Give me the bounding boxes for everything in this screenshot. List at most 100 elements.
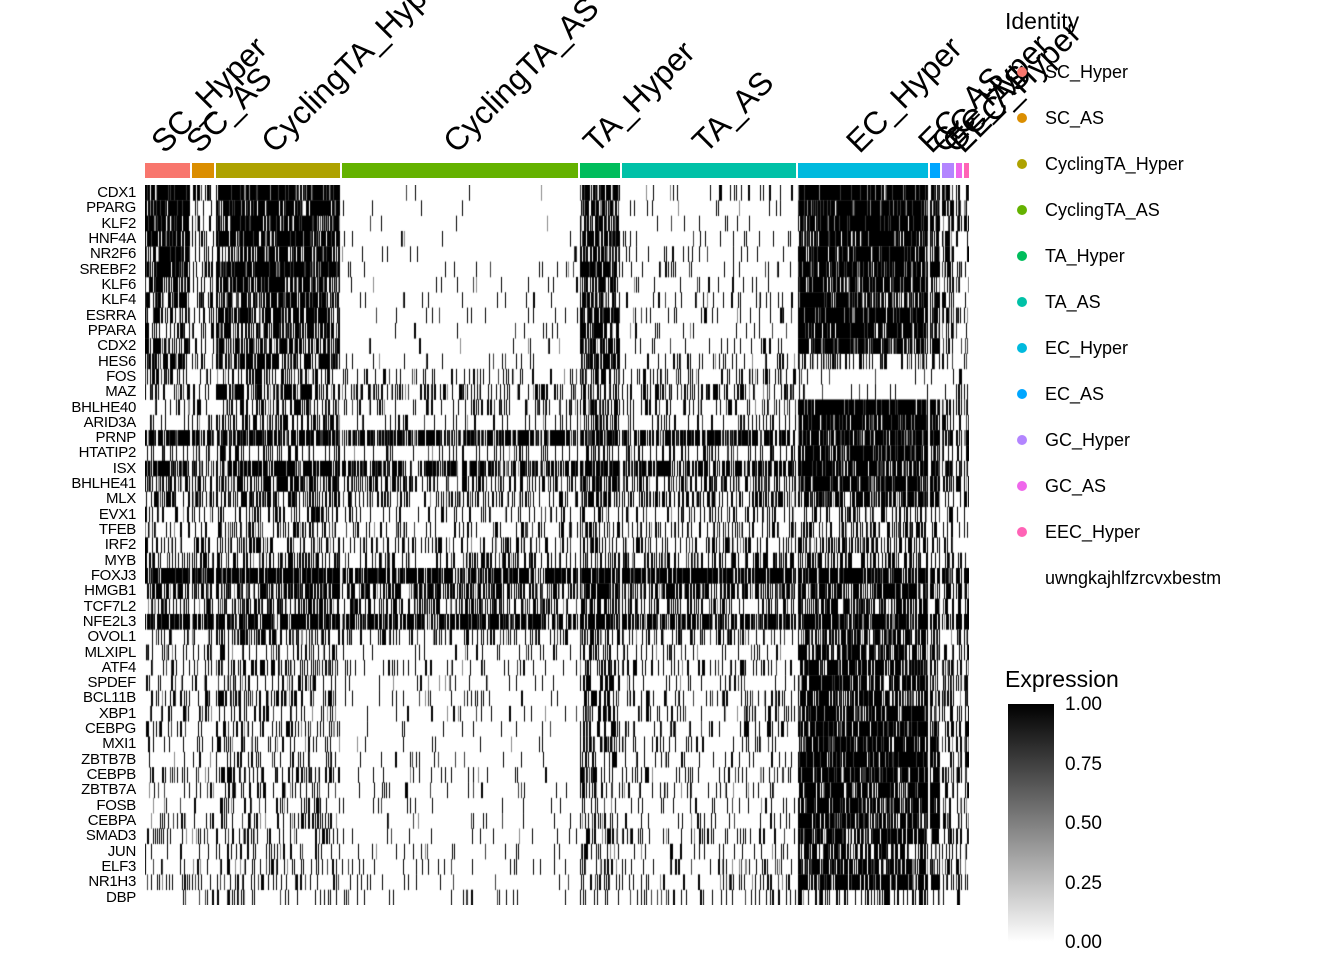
gene-label: HTATIP2 <box>78 444 137 462</box>
cluster-bar-segment <box>964 163 969 178</box>
gene-label: KLF6 <box>101 276 136 294</box>
legend-item: EEC_Hyper <box>1005 509 1340 555</box>
gene-label: PPARG <box>86 199 136 217</box>
gene-label: XBP1 <box>98 704 136 722</box>
cluster-label: TA_AS <box>684 63 781 160</box>
legend-item: CyclingTA_AS <box>1005 187 1340 233</box>
gene-label: DBP <box>106 888 136 906</box>
gene-label: HNF4A <box>88 230 136 248</box>
legend-item: SC_AS <box>1005 95 1340 141</box>
cluster-bar-segment <box>342 163 578 178</box>
cluster-bar-segment <box>942 163 954 178</box>
legend-item-label: SC_AS <box>1045 107 1105 128</box>
gene-label: OVOL1 <box>87 628 136 646</box>
legend-item-label: CyclingTA_AS <box>1045 199 1160 220</box>
legend-item-label: EC_Hyper <box>1045 337 1129 358</box>
expression-legend: Expression 1.00 0.75 0.50 0.25 0.00 <box>1005 666 1340 952</box>
legend-item: TA_AS <box>1005 279 1340 325</box>
legend-color-dot <box>1017 389 1027 399</box>
legend-color-dot <box>1017 343 1027 353</box>
legend-item-label: GC_Hyper <box>1045 429 1131 450</box>
gene-label: NR1H3 <box>88 873 136 891</box>
gene-label: NFE2L3 <box>82 612 137 630</box>
legend-color-dot <box>1017 527 1027 537</box>
gene-label: BCL11B <box>83 689 136 707</box>
legend-item: EC_AS <box>1005 371 1340 417</box>
cluster-bar-segment <box>145 163 190 178</box>
gene-label: KLF2 <box>101 214 136 232</box>
legend-color-dot <box>1017 481 1027 491</box>
gene-label: BHLHE40 <box>71 398 136 416</box>
gene-label: MLX <box>106 490 136 508</box>
expression-tick-label: 0.00 <box>1065 932 1102 953</box>
gene-label: BHLHE41 <box>71 475 136 493</box>
expression-gradient-bar <box>1008 704 1054 942</box>
legend-item-label: uwngkajhlfzrcvxbestm <box>1045 567 1222 588</box>
gene-label: CEBPG <box>84 720 136 738</box>
gene-label: ATF4 <box>101 658 137 676</box>
cluster-label: CyclingTA_Hyper <box>253 0 454 160</box>
expression-tick-label: 1.00 <box>1065 694 1102 715</box>
legend-item: SC_Hyper <box>1005 49 1340 95</box>
legend-item-label: CyclingTA_Hyper <box>1045 153 1184 174</box>
legend-item: GC_AS <box>1005 463 1340 509</box>
gene-label: MLXIPL <box>84 643 136 661</box>
gene-label: SREBF2 <box>79 260 136 278</box>
gene-label: PPARA <box>87 321 137 339</box>
cluster-color-bar <box>145 163 969 178</box>
gene-label: ZBTB7B <box>81 750 136 768</box>
legend-item-label: EC_AS <box>1045 383 1105 404</box>
cluster-bar-segment <box>956 163 962 178</box>
legend-item: uwngkajhlfzrcvxbestm <box>1005 555 1340 601</box>
gene-label: JUN <box>107 842 137 860</box>
legend-color-dot <box>1017 205 1027 215</box>
gene-label: MYB <box>104 551 136 569</box>
legend-item-label: EEC_Hyper <box>1045 521 1141 542</box>
legend-item-label: TA_Hyper <box>1045 245 1125 266</box>
gene-label: ZBTB7A <box>81 781 136 799</box>
identity-legend-items: SC_Hyper SC_AS CyclingTA_Hyper CyclingTA_AS… <box>1005 49 1340 601</box>
gene-label: MXI1 <box>102 735 136 753</box>
gene-label: HMGB1 <box>84 582 136 600</box>
legend-color-dot <box>1017 67 1027 77</box>
cluster-bar-segment <box>216 163 340 178</box>
legend-item: EC_Hyper <box>1005 325 1340 371</box>
heatmap-canvas <box>145 185 969 905</box>
gene-label: TFEB <box>98 521 136 539</box>
gene-label: KLF4 <box>101 291 136 309</box>
gene-label: EVX1 <box>98 505 136 523</box>
gene-label: MAZ <box>105 383 136 401</box>
gene-label: CEBPB <box>86 766 137 784</box>
legend-item: TA_Hyper <box>1005 233 1340 279</box>
gene-label: FOS <box>106 367 136 385</box>
gene-label: TCF7L2 <box>83 597 137 615</box>
gene-labels: CDX1 PPARG KLF2 HNF4A NR2F6 SREBF2 KLF6 KLF4 ESR… <box>0 185 141 905</box>
gene-label: SPDEF <box>87 674 136 692</box>
identity-legend: Identity SC_Hyper SC_AS CyclingTA_Hyper Cyc… <box>1005 8 1340 601</box>
cluster-labels: SC_Hyper SC_AS CyclingTA_Hyper CyclingTA_AS… <box>143 0 1087 160</box>
gene-label: CEBPA <box>87 811 137 829</box>
legend-color-dot <box>1017 113 1027 123</box>
legend-color-dot <box>1017 297 1027 307</box>
gene-label: PRNP <box>95 429 137 447</box>
legend-item: CyclingTA_Hyper <box>1005 141 1340 187</box>
cluster-bar-segment <box>798 163 928 178</box>
cluster-bar-segment <box>930 163 940 178</box>
legend-color-dot <box>1017 251 1027 261</box>
gene-label: ESRRA <box>85 306 136 324</box>
cluster-bar-segment <box>192 163 214 178</box>
gene-label: FOSB <box>96 796 136 814</box>
gene-label: ISX <box>112 459 137 477</box>
gene-label: FOXJ3 <box>90 566 136 584</box>
expression-tick-label: 0.25 <box>1065 872 1102 894</box>
gene-label: NR2F6 <box>89 245 136 263</box>
legend-item-label: GC_AS <box>1045 475 1107 496</box>
legend-item: GC_Hyper <box>1005 417 1340 463</box>
identity-legend-title: Identity <box>1005 8 1080 34</box>
gene-label: HES6 <box>98 352 136 370</box>
legend-item-label: TA_AS <box>1045 291 1101 312</box>
cluster-bar-segment <box>622 163 796 178</box>
gene-label: CDX2 <box>97 337 136 355</box>
legend-color-dot <box>1017 159 1027 169</box>
legend-color-dot <box>1017 435 1027 445</box>
